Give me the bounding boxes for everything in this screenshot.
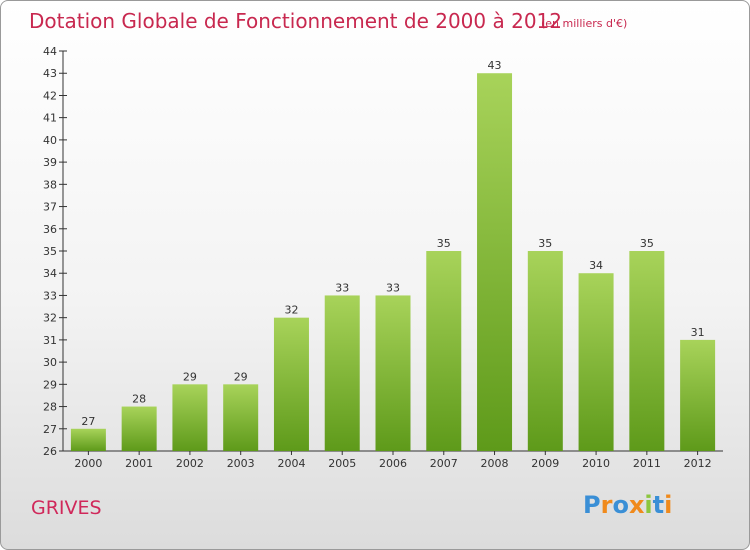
data-label-2003: 29 — [234, 370, 248, 383]
data-label-2009: 35 — [538, 237, 552, 250]
x-tick-label: 2002 — [176, 457, 204, 470]
y-tick-label: 38 — [43, 178, 57, 191]
x-tick-label: 2001 — [125, 457, 153, 470]
bar-2006 — [375, 295, 411, 451]
y-tick-label: 34 — [43, 267, 57, 280]
data-label-2004: 32 — [284, 304, 298, 317]
y-tick-label: 31 — [43, 334, 57, 347]
bar-2012 — [680, 339, 716, 451]
y-tick-label: 33 — [43, 289, 57, 302]
bar-2010 — [578, 273, 614, 451]
y-tick-label: 30 — [43, 356, 57, 369]
chart-title: Dotation Globale de Fonctionnement de 20… — [29, 9, 562, 33]
data-label-2005: 33 — [335, 281, 349, 294]
chart-subtitle: (en milliers d'€) — [541, 17, 628, 30]
x-tick-label: 2011 — [633, 457, 661, 470]
y-tick-label: 28 — [43, 401, 57, 414]
x-tick-label: 2006 — [379, 457, 407, 470]
bar-2003 — [223, 384, 259, 451]
data-label-2010: 34 — [589, 259, 603, 272]
x-tick-label: 2008 — [481, 457, 509, 470]
bar-2009 — [527, 251, 563, 451]
y-tick-label: 43 — [43, 67, 57, 80]
x-tick-label: 2000 — [74, 457, 102, 470]
chart-labels: 27 28 29 29 32 33 33 35 43 35 34 35 31 — [81, 59, 704, 428]
chart-bars — [70, 73, 716, 451]
proxiti-logo[interactable]: Proxiti — [583, 491, 672, 519]
y-tick-label: 42 — [43, 89, 57, 102]
logo-letter: t — [652, 491, 665, 519]
bar-2000 — [70, 428, 106, 451]
y-tick-label: 27 — [43, 423, 57, 436]
y-tick-label: 35 — [43, 245, 57, 258]
bar-2011 — [629, 251, 665, 451]
logo-letter: r — [600, 491, 613, 519]
x-tick-label: 2009 — [531, 457, 559, 470]
data-label-2012: 31 — [691, 326, 705, 339]
x-tick-label: 2005 — [328, 457, 356, 470]
data-label-2011: 35 — [640, 237, 654, 250]
y-tick-label: 26 — [43, 445, 57, 458]
logo-letter: x — [628, 491, 645, 519]
y-tick-label: 36 — [43, 223, 57, 236]
data-label-2008: 43 — [488, 59, 502, 72]
bar-2004 — [273, 317, 309, 451]
logo-letter: P — [583, 491, 601, 519]
logo-letter: i — [664, 491, 673, 519]
y-tick-label: 32 — [43, 312, 57, 325]
data-label-2000: 27 — [81, 415, 95, 428]
bar-2001 — [121, 406, 157, 451]
logo-letter: i — [644, 491, 653, 519]
y-tick-label: 39 — [43, 156, 57, 169]
x-tick-label: 2004 — [277, 457, 305, 470]
chart-axes: 26 27 28 29 30 31 32 33 34 35 36 37 38 39 40 41 42 43 44 20… — [43, 45, 723, 470]
y-tick-label: 40 — [43, 134, 57, 147]
data-label-2001: 28 — [132, 393, 146, 406]
y-tick-label: 29 — [43, 378, 57, 391]
y-tick-label: 37 — [43, 201, 57, 214]
bar-2008 — [477, 73, 513, 451]
x-tick-label: 2010 — [582, 457, 610, 470]
data-label-2006: 33 — [386, 281, 400, 294]
y-tick-label: 44 — [43, 45, 57, 58]
data-label-2002: 29 — [183, 370, 197, 383]
bar-2007 — [426, 251, 462, 451]
commune-name: GRIVES — [31, 497, 102, 519]
x-tick-label: 2007 — [430, 457, 458, 470]
x-tick-label: 2012 — [684, 457, 712, 470]
y-tick-label: 41 — [43, 112, 57, 125]
x-tick-label: 2003 — [227, 457, 255, 470]
data-label-2007: 35 — [437, 237, 451, 250]
bar-2005 — [324, 295, 360, 451]
bar-2002 — [172, 384, 208, 451]
logo-letter: o — [612, 491, 629, 519]
